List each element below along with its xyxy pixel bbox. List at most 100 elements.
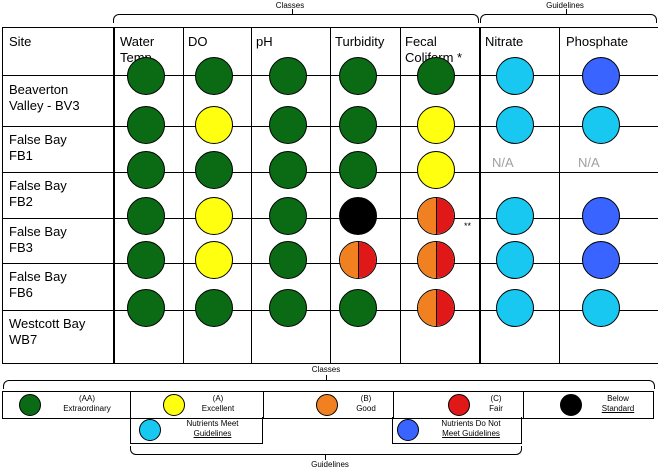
legend-a-name: Excellent [201,404,235,413]
legend-meet-line1: Nutrients Meet [186,419,239,428]
rating-dot-cyan [582,289,620,327]
classes-caption-bottom: Classes [311,365,341,374]
classes-caption-top: Classes [275,1,305,10]
rating-dot-black [339,197,377,235]
legend-a-text: (A) Excellent [193,394,243,414]
legend-meet-box: Nutrients Meet Guidelines [130,417,263,444]
legend-meet-text: Nutrients Meet Guidelines [165,419,260,439]
rating-dot-green [269,106,307,144]
rating-dot-blue [582,57,620,95]
site-label: Beaverton Valley - BV3 [9,82,80,113]
not-available-text: N/A [578,155,600,170]
rating-dot-green [195,151,233,189]
legend-below-line2: Standard [601,404,635,413]
legend-dot-black [560,394,582,416]
rating-dot-green [339,106,377,144]
not-available-text: N/A [492,155,514,170]
rating-dot-green [269,289,307,327]
site-label: False Bay FB1 [9,132,67,163]
legend-notmeet-line1: Nutrients Do Not [441,419,501,428]
rating-dot-cyan [582,106,620,144]
header-turbidity: Turbidity [335,34,385,49]
classes-brace-bottom [3,380,655,389]
rating-dot-cyan [496,241,534,279]
legend-b-text: (B) Good [346,394,386,414]
legend-dot-red [448,394,470,416]
legend-dot-orange [316,394,338,416]
legend-c-text: (C) Fair [478,394,514,414]
rating-dot-orange-red [417,197,455,235]
legend-a-code: (A) [212,394,224,403]
site-label: False Bay FB6 [9,269,67,300]
rating-dot-blue [582,241,620,279]
legend-dot-cyan [139,419,161,441]
legend-b-code: (B) [360,394,372,403]
rating-dot-green [127,106,165,144]
legend-classes-box: (AA) Extraordinary (A) Excellent (B) Goo… [2,391,654,419]
guidelines-brace-top [480,14,657,23]
site-label: False Bay FB2 [9,178,67,209]
classes-brace-bottom-notch [326,375,327,381]
header-ph: pH [256,34,273,49]
rating-dot-green [269,57,307,95]
legend-below-line1: Below [607,394,629,403]
rating-dot-yellow [195,197,233,235]
legend-b-name: Good [356,404,376,413]
rating-dot-green [127,241,165,279]
rating-dot-green [269,151,307,189]
legend-dot-yellow [163,394,185,416]
guidelines-brace-bottom-notch [325,454,326,460]
rating-dot-orange-red [417,241,455,279]
legend-dot-blue [397,419,419,441]
rating-dot-green [127,289,165,327]
guidelines-caption-top: Guidelines [546,1,584,10]
guidelines-brace-notch [566,9,567,15]
rating-dot-green [127,197,165,235]
legend-notmeet-line2: Meet Guidelines [442,429,500,438]
rating-dot-green [127,151,165,189]
rating-dot-yellow [195,106,233,144]
header-nitrate: Nitrate [485,34,524,49]
legend-aa-name: Extraordinary [63,404,111,413]
rating-dot-yellow [417,151,455,189]
rating-dot-green [339,289,377,327]
rating-dot-cyan [496,106,534,144]
classes-brace-notch [292,9,293,15]
rating-dot-yellow [195,241,233,279]
guidelines-brace-bottom [130,446,522,455]
rating-dot-orange-red [339,241,377,279]
legend-aa-text: (AA) Extraordinary [47,394,127,414]
header-do: DO [188,34,208,49]
legend-c-name: Fair [489,404,503,413]
rating-dot-green [339,57,377,95]
rating-dot-cyan [496,57,534,95]
legend-below-text: Below Standard [588,394,648,414]
rating-dot-green [127,57,165,95]
site-label: Westcott Bay WB7 [9,316,86,347]
rating-dot-green [417,57,455,95]
header-site: Site [9,34,32,49]
rating-dot-green [195,57,233,95]
site-label: False Bay FB3 [9,224,67,255]
fecal-asterisk: * [457,50,463,65]
guidelines-caption-bottom: Guidelines [311,460,349,469]
rating-dot-orange-red [417,289,455,327]
legend-c-code: (C) [490,394,502,403]
rating-dot-cyan [496,197,534,235]
rating-dot-green [339,151,377,189]
water-quality-table: Site Water Temp DO pH Turbidity Fecal Co… [2,27,658,364]
rating-dot-green [269,241,307,279]
legend-notmeet-text: Nutrients Do Not Meet Guidelines [423,419,519,439]
legend-meet-line2: Guidelines [193,429,232,438]
rating-dot-green [195,289,233,327]
rating-dot-blue [582,197,620,235]
classes-brace-top [113,14,479,23]
legend-aa-code: (AA) [79,394,95,403]
legend-dot-green [19,394,41,416]
legend-notmeet-box: Nutrients Do Not Meet Guidelines [392,417,522,444]
rating-dot-green [269,197,307,235]
rating-dot-yellow [417,106,455,144]
rating-dot-cyan [496,289,534,327]
fb3-double-asterisk: ** [464,221,472,231]
header-phosphate: Phosphate [566,34,629,49]
